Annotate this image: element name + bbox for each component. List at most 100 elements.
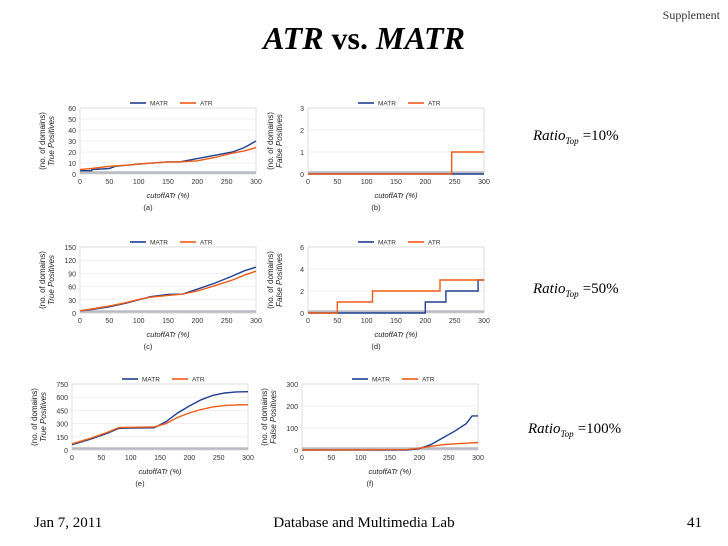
x-tick-label: 0 — [300, 455, 304, 462]
title-atr: ATR — [263, 20, 324, 56]
x-tick-label: 100 — [125, 455, 137, 462]
subfigure-label: (d) — [371, 342, 381, 351]
y-tick-label: 750 — [56, 382, 68, 389]
x-tick-label: 200 — [191, 179, 203, 186]
y-tick-label: 1 — [300, 150, 304, 157]
x-tick-label: 150 — [154, 455, 166, 462]
chart-c: 0 30 60 90 120 150 0 50 100 150 200 250 300 MATR ATR (n… — [38, 240, 262, 352]
page-number: 41 — [687, 515, 702, 531]
x-tick-label: 150 — [162, 179, 174, 186]
series-atr-line — [308, 151, 484, 175]
y-tick-label: 300 — [56, 422, 68, 429]
x-tick-label: 250 — [221, 179, 233, 186]
x-tick-label: 300 — [478, 179, 490, 186]
x-tick-label: 150 — [384, 455, 396, 462]
legend-atr-label: ATR — [200, 101, 213, 108]
y-tick-label: 60 — [68, 106, 76, 113]
legend-atr-label: ATR — [422, 377, 435, 384]
footer-date: Jan 7, 2011 — [34, 515, 103, 531]
x-tick-label: 0 — [78, 179, 82, 186]
y-tick-label: 4 — [300, 267, 304, 274]
ratio-sub: Top — [565, 136, 579, 146]
x-tick-label: 250 — [449, 318, 461, 325]
x-tick-label: 300 — [478, 318, 490, 325]
ratio-sub: Top — [565, 289, 579, 299]
y-tick-label: 30 — [68, 139, 76, 146]
legend-matr-label: MATR — [378, 101, 396, 108]
x-tick-label: 0 — [70, 455, 74, 462]
x-tick-label: 250 — [221, 318, 233, 325]
x-tick-label: 50 — [333, 318, 341, 325]
ratio-value: =100% — [577, 421, 622, 437]
y-axis-sublabel: False Positives — [269, 390, 278, 444]
chart-f: 0 100 200 300 0 50 100 150 200 250 300 MATR ATR (no. … — [260, 377, 484, 489]
series-atr-line — [71, 404, 249, 445]
x-tick-label: 0 — [78, 318, 82, 325]
y-axis-label: (no. of domains) — [38, 251, 47, 309]
y-tick-label: 300 — [286, 382, 298, 389]
chart-d: 0 2 4 6 0 50 100 150 200 250 300 MATR ATR (no. of dom… — [266, 240, 490, 352]
series-matr-line — [79, 266, 257, 312]
legend-matr-label: MATR — [150, 240, 168, 247]
subfigure-label: (c) — [144, 342, 153, 351]
x-tick-label: 50 — [327, 455, 335, 462]
legend-matr-label: MATR — [150, 101, 168, 108]
x-tick-label: 200 — [419, 179, 431, 186]
y-tick-label: 30 — [68, 298, 76, 305]
ratio-sub: Top — [560, 429, 574, 439]
x-tick-label: 50 — [333, 179, 341, 186]
x-axis-label: cutoffATr (%) — [374, 330, 418, 339]
x-tick-label: 200 — [419, 318, 431, 325]
series-matr-line — [308, 279, 484, 314]
ratio-text: Ratio — [533, 281, 566, 297]
y-tick-label: 2 — [300, 289, 304, 296]
y-axis-sublabel: True Positives — [47, 255, 56, 305]
series-atr-line — [308, 279, 484, 314]
y-tick-label: 90 — [68, 271, 76, 278]
x-tick-label: 300 — [472, 455, 484, 462]
footer-lab: Database and Multimedia Lab — [273, 515, 455, 531]
x-axis-label: cutoffATr (%) — [146, 191, 190, 200]
plot-frame — [301, 383, 479, 451]
y-tick-label: 0 — [300, 172, 304, 179]
ratio-text: Ratio — [533, 128, 566, 144]
x-tick-label: 250 — [443, 455, 455, 462]
title-matr: MATR — [376, 20, 465, 56]
x-tick-label: 100 — [133, 179, 145, 186]
legend-atr-label: ATR — [192, 377, 205, 384]
y-tick-label: 2 — [300, 128, 304, 135]
y-axis-sublabel: False Positives — [275, 253, 284, 307]
x-tick-label: 50 — [105, 179, 113, 186]
x-tick-label: 300 — [250, 318, 262, 325]
legend-atr-label: ATR — [428, 101, 441, 108]
y-axis-label: (no. of domains) — [260, 388, 269, 446]
x-axis-label: cutoffATr (%) — [138, 467, 182, 476]
series-atr-line — [79, 270, 257, 312]
x-tick-label: 150 — [390, 179, 402, 186]
y-tick-label: 20 — [68, 150, 76, 157]
y-tick-label: 3 — [300, 106, 304, 113]
y-tick-label: 0 — [72, 311, 76, 318]
x-tick-label: 100 — [355, 455, 367, 462]
series-atr-line — [79, 146, 257, 171]
subfigure-label: (e) — [135, 479, 145, 488]
ratio-label-10: RatioTop =10% — [533, 128, 619, 146]
y-tick-label: 0 — [300, 311, 304, 318]
chart-e: 0 150 300 450 600 750 0 50 100 150 200 250 300 MATR AT… — [30, 377, 254, 489]
title-vs: vs. — [331, 20, 368, 56]
y-tick-label: 600 — [56, 395, 68, 402]
x-axis-label: cutoffATr (%) — [374, 191, 418, 200]
x-tick-label: 150 — [390, 318, 402, 325]
x-tick-label: 250 — [213, 455, 225, 462]
y-tick-label: 200 — [286, 404, 298, 411]
x-tick-label: 150 — [162, 318, 174, 325]
ratio-value: =50% — [582, 281, 619, 297]
y-tick-label: 100 — [286, 426, 298, 433]
y-tick-label: 6 — [300, 245, 304, 252]
x-tick-label: 0 — [306, 179, 310, 186]
x-tick-label: 200 — [183, 455, 195, 462]
subfigure-label: (b) — [371, 203, 381, 212]
y-tick-label: 0 — [64, 448, 68, 455]
legend-matr-label: MATR — [372, 377, 390, 384]
x-tick-label: 50 — [105, 318, 113, 325]
